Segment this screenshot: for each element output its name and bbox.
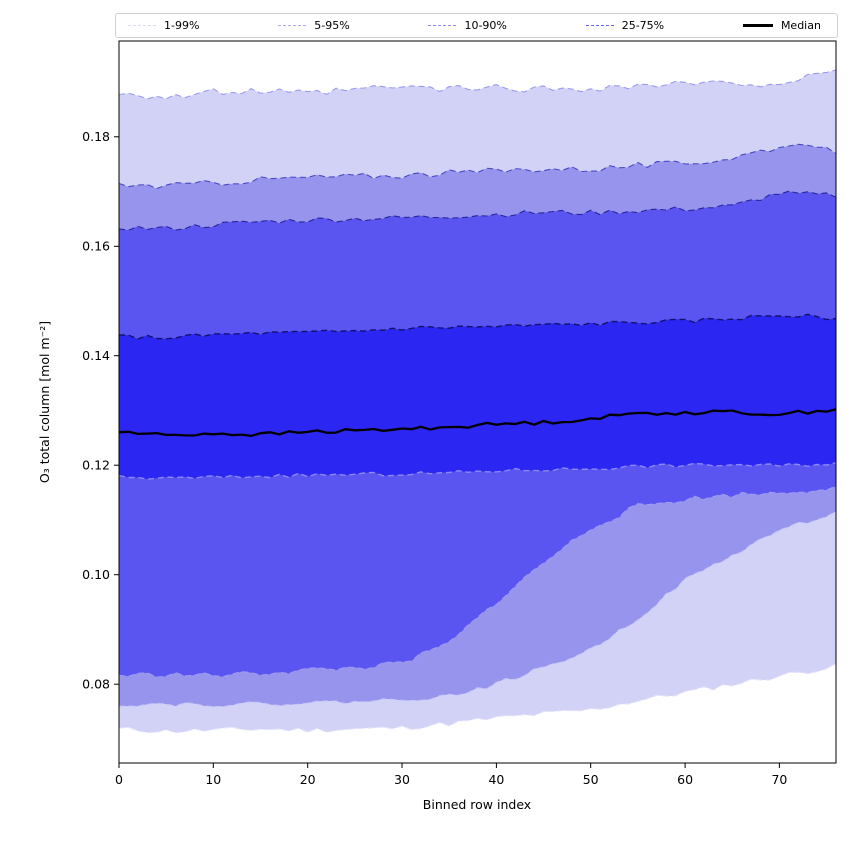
x-axis-label: Binned row index xyxy=(423,797,531,812)
y-tick-label: 0.08 xyxy=(82,677,110,692)
percentile-line-p10 xyxy=(118,485,837,678)
x-tick-label: 50 xyxy=(583,772,599,787)
legend-item-25-75: 25-75% xyxy=(585,19,665,32)
median-line xyxy=(118,408,837,438)
x-tick-label: 20 xyxy=(300,772,316,787)
legend-line-25-75-icon xyxy=(585,25,614,26)
percentile-line-p75 xyxy=(119,313,837,340)
percentile-line-p5 xyxy=(118,510,837,708)
y-tick-label: 0.10 xyxy=(82,567,110,582)
legend-label-median: Median xyxy=(780,19,821,32)
percentile-line-p90 xyxy=(118,190,837,231)
legend-line-median-icon xyxy=(742,24,773,27)
x-tick-label: 0 xyxy=(115,772,123,787)
percentile-line-p99 xyxy=(118,69,837,100)
band-25-75%-fill xyxy=(119,314,836,480)
y-tick-label: 0.12 xyxy=(82,458,110,473)
percentile-line-p1 xyxy=(118,663,837,734)
legend-item-median: Median xyxy=(742,19,821,32)
legend-line-1-99-icon xyxy=(128,25,156,26)
x-tick-label: 30 xyxy=(394,772,410,787)
legend-item-1-99: 1-99% xyxy=(128,20,199,31)
legend-item-5-95: 5-95% xyxy=(278,19,350,32)
axes-frame xyxy=(118,40,837,764)
percentile-line-p25 xyxy=(118,462,837,480)
legend-label-5-95: 5-95% xyxy=(314,19,350,32)
y-tick-label: 0.18 xyxy=(82,129,110,144)
legend-item-10-90: 10-90% xyxy=(428,19,507,32)
x-tick-label: 70 xyxy=(771,772,787,787)
x-tick-label: 60 xyxy=(677,772,693,787)
y-tick-label: 0.14 xyxy=(82,348,110,363)
legend-label-10-90: 10-90% xyxy=(464,19,507,32)
x-tick-label: 40 xyxy=(488,772,504,787)
legend: 1-99% 5-95% 10-90% 25-75% Median xyxy=(115,13,838,38)
y-axis-label: O₃ total column [mol m⁻²] xyxy=(37,321,52,483)
legend-line-10-90-icon xyxy=(428,25,457,26)
y-tick-label: 0.16 xyxy=(82,239,110,254)
legend-label-25-75: 25-75% xyxy=(621,19,665,32)
legend-line-5-95-icon xyxy=(278,25,307,26)
x-tick-label: 10 xyxy=(205,772,221,787)
legend-label-1-99: 1-99% xyxy=(164,19,200,32)
percentile-line-p95 xyxy=(118,143,837,190)
